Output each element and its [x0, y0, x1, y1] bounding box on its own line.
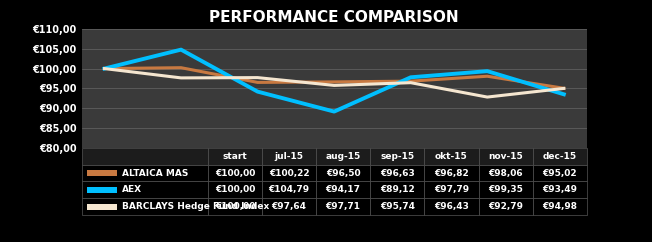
Text: €94,98: €94,98: [542, 202, 577, 212]
FancyBboxPatch shape: [262, 198, 316, 215]
Text: €89,12: €89,12: [380, 185, 415, 195]
Title: PERFORMANCE COMPARISON: PERFORMANCE COMPARISON: [209, 10, 459, 25]
FancyBboxPatch shape: [208, 182, 262, 198]
FancyBboxPatch shape: [316, 165, 370, 182]
FancyBboxPatch shape: [82, 148, 208, 165]
FancyBboxPatch shape: [533, 165, 587, 182]
Text: okt-15: okt-15: [435, 151, 468, 161]
Text: €97,79: €97,79: [434, 185, 469, 195]
FancyBboxPatch shape: [208, 148, 262, 165]
Text: nov-15: nov-15: [488, 151, 523, 161]
FancyBboxPatch shape: [316, 198, 370, 215]
Text: €94,17: €94,17: [325, 185, 361, 195]
Text: €100,22: €100,22: [269, 168, 309, 178]
FancyBboxPatch shape: [424, 165, 479, 182]
FancyBboxPatch shape: [370, 148, 424, 165]
Text: €100,00: €100,00: [215, 168, 255, 178]
Text: dec-15: dec-15: [542, 151, 577, 161]
FancyBboxPatch shape: [370, 182, 424, 198]
Text: €95,02: €95,02: [542, 168, 577, 178]
FancyBboxPatch shape: [533, 198, 587, 215]
FancyBboxPatch shape: [262, 165, 316, 182]
FancyBboxPatch shape: [479, 198, 533, 215]
Text: €104,79: €104,79: [269, 185, 310, 195]
Text: €96,63: €96,63: [380, 168, 415, 178]
FancyBboxPatch shape: [479, 182, 533, 198]
Text: €95,74: €95,74: [380, 202, 415, 212]
FancyBboxPatch shape: [316, 182, 370, 198]
Text: €96,82: €96,82: [434, 168, 469, 178]
FancyBboxPatch shape: [533, 182, 587, 198]
Text: €97,64: €97,64: [271, 202, 306, 212]
FancyBboxPatch shape: [479, 148, 533, 165]
Text: €93,49: €93,49: [542, 185, 577, 195]
FancyBboxPatch shape: [262, 182, 316, 198]
Text: €100,00: €100,00: [215, 202, 255, 212]
Text: €92,79: €92,79: [488, 202, 523, 212]
FancyBboxPatch shape: [262, 148, 316, 165]
FancyBboxPatch shape: [87, 204, 117, 210]
FancyBboxPatch shape: [479, 165, 533, 182]
Text: €96,50: €96,50: [326, 168, 361, 178]
FancyBboxPatch shape: [208, 198, 262, 215]
FancyBboxPatch shape: [82, 182, 208, 198]
Text: AEX: AEX: [122, 185, 142, 195]
FancyBboxPatch shape: [208, 165, 262, 182]
Text: start: start: [222, 151, 247, 161]
FancyBboxPatch shape: [316, 148, 370, 165]
FancyBboxPatch shape: [82, 165, 208, 182]
FancyBboxPatch shape: [370, 198, 424, 215]
Text: €99,35: €99,35: [488, 185, 523, 195]
FancyBboxPatch shape: [424, 182, 479, 198]
Text: €100,00: €100,00: [215, 185, 255, 195]
Text: €98,06: €98,06: [488, 168, 523, 178]
FancyBboxPatch shape: [82, 198, 208, 215]
FancyBboxPatch shape: [533, 148, 587, 165]
Text: jul-15: jul-15: [274, 151, 304, 161]
Text: €96,43: €96,43: [434, 202, 469, 212]
Text: €97,71: €97,71: [325, 202, 361, 212]
Text: sep-15: sep-15: [380, 151, 415, 161]
Text: aug-15: aug-15: [325, 151, 361, 161]
FancyBboxPatch shape: [424, 148, 479, 165]
FancyBboxPatch shape: [87, 187, 117, 193]
FancyBboxPatch shape: [370, 165, 424, 182]
FancyBboxPatch shape: [87, 170, 117, 176]
Text: BARCLAYS Hedge Fund Index: BARCLAYS Hedge Fund Index: [122, 202, 269, 212]
FancyBboxPatch shape: [424, 198, 479, 215]
Text: ALTAICA MAS: ALTAICA MAS: [122, 168, 188, 178]
